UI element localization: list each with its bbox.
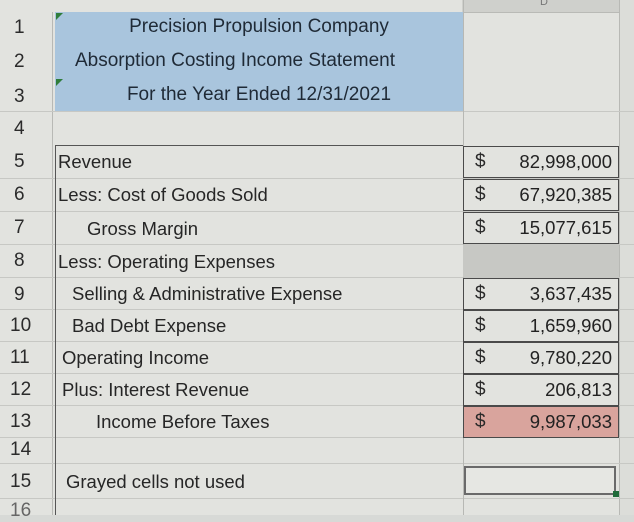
grid-line: [0, 277, 634, 278]
title-cell[interactable]: [55, 12, 463, 111]
selling-admin-amount: 3,637,435: [529, 283, 612, 304]
row-number[interactable]: 2: [14, 51, 25, 72]
row-number[interactable]: 1: [14, 17, 25, 38]
row-number[interactable]: 6: [14, 184, 25, 205]
bad-debt-label: Bad Debt Expense: [72, 315, 227, 336]
grid-line: [0, 437, 634, 438]
gross-margin-cell[interactable]: [463, 212, 619, 244]
interest-revenue-cell[interactable]: [463, 374, 619, 406]
grid-line: [55, 145, 463, 146]
grid-line: [0, 211, 634, 212]
row-number[interactable]: 3: [14, 86, 25, 107]
currency-symbol: $: [475, 315, 486, 336]
operating-income-label: Operating Income: [62, 347, 210, 368]
row-number[interactable]: 7: [14, 217, 25, 238]
bad-debt-cell[interactable]: [463, 310, 619, 342]
revenue-cell[interactable]: [463, 146, 619, 178]
cogs-amount: 67,920,385: [519, 184, 612, 205]
operating-income-amount: 9,780,220: [529, 347, 612, 368]
interest-revenue-amount: 206,813: [545, 379, 612, 400]
fill-handle[interactable]: [613, 491, 619, 497]
income-before-taxes-cell[interactable]: [463, 406, 619, 438]
row-number[interactable]: 12: [10, 379, 32, 400]
revenue-label: Revenue: [58, 151, 133, 172]
row-number[interactable]: 4: [14, 118, 25, 139]
grid-line: [0, 405, 634, 406]
company-name: Precision Propulsion Company: [129, 16, 389, 37]
grid-line: [0, 463, 634, 464]
currency-symbol: $: [475, 347, 486, 368]
selected-cell[interactable]: [464, 466, 616, 495]
row-number[interactable]: 15: [10, 471, 32, 492]
grid-line: [0, 178, 634, 179]
cogs-label: Less: Cost of Goods Sold: [58, 184, 268, 205]
operating-income-cell[interactable]: [463, 342, 619, 374]
grid-line: [0, 309, 634, 310]
column-header-label: D: [540, 0, 548, 8]
row-number[interactable]: 11: [10, 347, 30, 368]
currency-symbol: $: [475, 217, 486, 238]
column-header-d[interactable]: D: [462, 0, 634, 13]
gross-margin-label: Gross Margin: [87, 218, 199, 239]
cogs-cell[interactable]: [463, 179, 619, 211]
gross-margin-amount: 15,077,615: [519, 217, 612, 238]
row-number[interactable]: 14: [10, 439, 32, 460]
row-number[interactable]: 16: [10, 500, 32, 521]
operating-expenses-label: Less: Operating Expenses: [58, 251, 275, 272]
currency-symbol: $: [475, 151, 486, 172]
column-divider: [55, 145, 56, 515]
row-number[interactable]: 8: [14, 250, 25, 271]
row-number[interactable]: 5: [14, 151, 25, 172]
currency-symbol: $: [475, 184, 486, 205]
grid-line: [0, 244, 634, 245]
next-column-edge: [619, 0, 634, 515]
selling-admin-cell[interactable]: [463, 278, 619, 310]
row-number[interactable]: 13: [10, 411, 32, 432]
comment-triangle-icon: [56, 79, 63, 86]
comment-triangle-icon: [56, 13, 63, 20]
currency-symbol: $: [475, 411, 486, 432]
statement-title: Absorption Costing Income Statement: [74, 50, 395, 71]
income-before-taxes-label: Income Before Taxes: [96, 411, 270, 432]
grid-line: [0, 373, 634, 374]
interest-revenue-label: Plus: Interest Revenue: [62, 379, 250, 400]
income-before-taxes-highlight: [463, 407, 619, 437]
row-number[interactable]: 9: [14, 284, 25, 305]
grid-line: [0, 111, 634, 112]
income-before-taxes-amount: 9,987,033: [529, 411, 612, 432]
selling-admin-label: Selling & Administrative Expense: [72, 283, 343, 304]
grayed-cells-note: Grayed cells not used: [66, 471, 245, 492]
row-number[interactable]: 10: [10, 315, 32, 336]
bad-debt-amount: 1,659,960: [529, 315, 612, 336]
currency-symbol: $: [475, 283, 486, 304]
revenue-amount: 82,998,000: [519, 151, 612, 172]
grid-line: [0, 498, 634, 499]
currency-symbol: $: [475, 379, 486, 400]
grid-line: [0, 341, 634, 342]
unused-grey-cell[interactable]: [463, 245, 619, 277]
row-number-gutter: [0, 12, 53, 515]
statement-period: For the Year Ended 12/31/2021: [126, 84, 392, 105]
